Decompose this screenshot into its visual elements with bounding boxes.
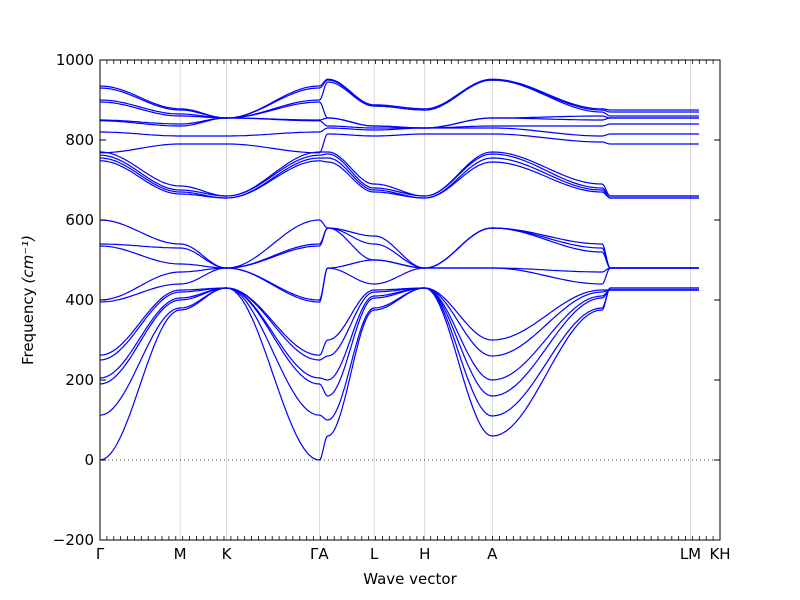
y-tick-label-4: 600 (65, 211, 94, 229)
band-line-3 (99, 287, 700, 397)
x-tick-label-0: Γ (96, 545, 105, 563)
y-axis-ticks: −200 0 200 400 600 800 1000 (53, 51, 720, 549)
high-symmetry-lines (179, 60, 691, 540)
x-axis-label: Wave vector (363, 570, 457, 588)
y-axis-label-text: Frequency (19, 287, 37, 365)
y-axis-label: Frequency (cm⁻¹) (19, 235, 37, 365)
y-axis-unit: (cm⁻¹) (19, 235, 37, 284)
x-tick-label-6: A (487, 545, 498, 563)
band-line-10 (100, 227, 700, 269)
y-tick-label-2: 200 (65, 371, 94, 389)
x-axis-ticks: Γ M K ΓA L H A LM KH (96, 60, 731, 563)
x-tick-label-2: K (222, 545, 233, 563)
x-tick-label-3: ΓA (310, 545, 329, 563)
y-tick-label-1: 0 (84, 451, 94, 469)
x-tick-label-8: KH (709, 545, 730, 563)
plot-frame (99, 59, 721, 541)
band-line-11 (99, 219, 700, 269)
y-tick-label-6: 1000 (56, 51, 94, 69)
y-tick-label-5: 800 (65, 131, 94, 149)
y-tick-label-3: 400 (65, 291, 94, 309)
x-tick-label-4: L (370, 545, 379, 563)
x-tick-label-7: LM (680, 545, 701, 563)
band-line-6 (99, 287, 700, 356)
x-tick-label-5: H (419, 545, 430, 563)
band-line-13 (99, 157, 700, 199)
band-line-17 (100, 127, 700, 137)
y-axis-label-group: Frequency (cm⁻¹) (19, 235, 37, 365)
band-line-16 (100, 133, 700, 154)
y-tick-label-0: −200 (53, 531, 94, 549)
band-line-15 (99, 151, 700, 197)
band-line-4 (99, 287, 700, 381)
band-lines (99, 78, 700, 461)
x-tick-label-1: M (174, 545, 187, 563)
band-line-22 (99, 79, 700, 119)
band-line-23 (99, 78, 700, 119)
band-line-9 (99, 227, 700, 269)
band-line-1 (99, 287, 700, 461)
